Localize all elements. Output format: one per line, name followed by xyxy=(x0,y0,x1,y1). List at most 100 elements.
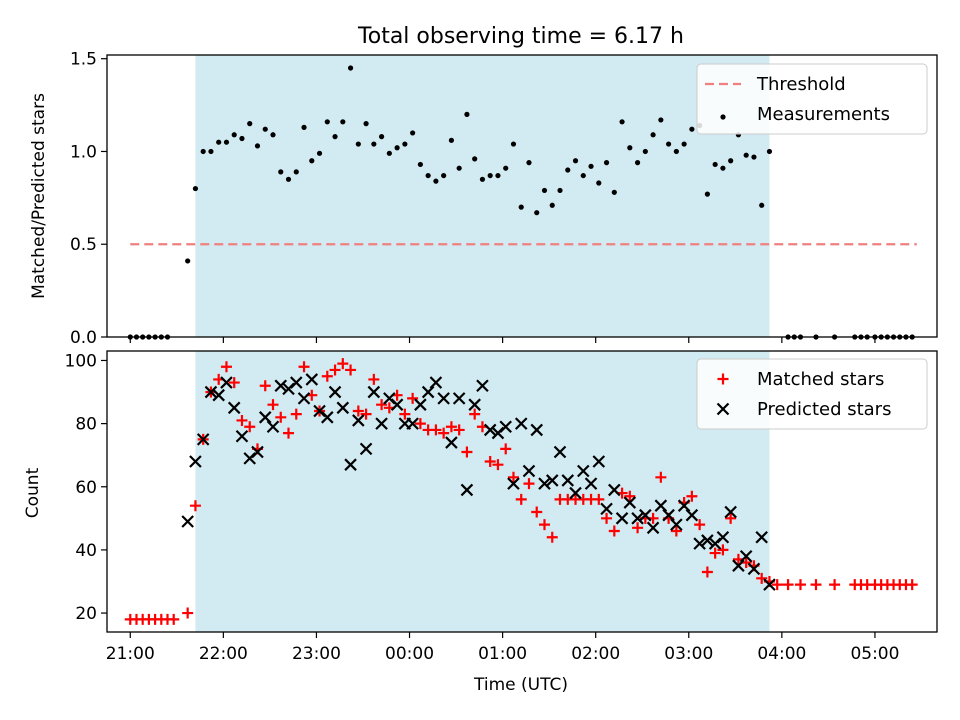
bottom-x-tick-label: 23:00 xyxy=(292,644,341,664)
top-measurement-point xyxy=(549,202,555,208)
bottom-matched-point xyxy=(538,519,550,531)
top-measurement-point xyxy=(208,148,214,155)
top-y-tick-label: 0.5 xyxy=(70,235,97,255)
top-measurement-point xyxy=(340,119,346,125)
bottom-legend-label: Predicted stars xyxy=(757,399,891,420)
bottom-predicted-point xyxy=(289,376,303,389)
bottom-predicted-point xyxy=(623,496,637,509)
top-panel: 0.0 0.5 1.0 1.5 Threshold Measurements xyxy=(70,50,938,348)
bottom-x-tick-label: 01:00 xyxy=(478,644,527,664)
bottom-predicted-point xyxy=(538,477,551,490)
bottom-predicted-point xyxy=(608,483,621,497)
top-measurement-point xyxy=(472,156,478,162)
bottom-predicted-point xyxy=(352,414,365,427)
bottom-matched-point xyxy=(298,361,310,373)
bottom-predicted-point xyxy=(189,455,202,468)
bottom-predicted-point xyxy=(328,385,342,399)
top-measurement-point xyxy=(456,165,462,171)
top-measurement-point xyxy=(704,191,710,197)
bottom-matched-point xyxy=(709,547,721,559)
top-measurement-point xyxy=(464,111,470,117)
bottom-predicted-point xyxy=(414,398,427,411)
bottom-predicted-point xyxy=(274,379,288,393)
bottom-predicted-point xyxy=(569,486,582,500)
top-measurement-point xyxy=(285,176,292,182)
bottom-predicted-point xyxy=(763,578,776,591)
bottom-predicted-point xyxy=(577,464,590,478)
bottom-panel: 20 40 60 80 100 21:00 22:00 23:00 00:00 01:00 02:0… xyxy=(65,350,938,664)
bottom-predicted-point xyxy=(670,518,683,531)
bottom-predicted-point xyxy=(344,458,357,471)
top-measurement-point xyxy=(743,152,749,158)
bottom-matched-point xyxy=(337,358,349,370)
bottom-predicted-point xyxy=(732,559,745,572)
top-measurement-point xyxy=(479,176,486,182)
top-measurement-point xyxy=(487,172,493,179)
bottom-predicted-point xyxy=(615,512,629,525)
bottom-matched-point xyxy=(228,377,240,389)
bottom-matched-point xyxy=(430,424,442,436)
bottom-matched-point xyxy=(259,380,271,392)
bottom-matched-point xyxy=(725,512,737,524)
top-measurement-point xyxy=(324,119,330,125)
bottom-matched-point xyxy=(500,443,512,455)
bottom-matched-point xyxy=(453,424,465,436)
bottom-series xyxy=(181,373,776,591)
bottom-matched-point xyxy=(438,427,450,439)
bottom-predicted-point xyxy=(406,417,419,430)
top-measurement-point xyxy=(223,139,230,145)
bottom-predicted-point xyxy=(452,392,466,405)
top-measurement-point xyxy=(185,258,191,264)
top-measurement-point xyxy=(495,172,501,179)
bottom-matched-point xyxy=(608,525,620,537)
top-measurement-point xyxy=(262,126,268,132)
top-legend-box xyxy=(696,63,928,135)
bottom-predicted-point xyxy=(321,411,334,424)
bottom-predicted-point xyxy=(220,376,233,389)
bottom-y-tick-label: 100 xyxy=(65,351,97,371)
bottom-matched-point xyxy=(399,408,411,420)
top-measurement-point xyxy=(301,124,307,130)
bottom-matched-point xyxy=(182,607,194,619)
bottom-x-tick-label: 00:00 xyxy=(385,644,434,664)
top-measurement-point xyxy=(278,169,284,175)
top-measurement-point xyxy=(759,202,765,208)
bottom-predicted-point xyxy=(592,455,606,468)
bottom-predicted-point xyxy=(468,398,481,411)
top-measurement-point xyxy=(332,134,338,140)
bottom-predicted-point xyxy=(266,420,280,434)
bottom-matched-point xyxy=(407,392,419,404)
top-measurement-point xyxy=(192,185,199,192)
bottom-matched-point xyxy=(829,579,841,591)
bottom-matched-point xyxy=(507,471,519,483)
bottom-matched-point xyxy=(771,579,783,591)
bottom-predicted-point xyxy=(204,385,218,399)
bottom-predicted-point xyxy=(375,417,388,430)
bottom-y-tick-label: 40 xyxy=(75,541,97,561)
top-measurement-point xyxy=(394,145,400,151)
bottom-predicted-point xyxy=(297,392,311,405)
bottom-predicted-point xyxy=(545,474,559,487)
bottom-matched-point xyxy=(244,421,256,433)
bottom-predicted-point xyxy=(227,401,241,415)
bottom-predicted-point xyxy=(305,373,319,386)
bottom-predicted-point xyxy=(677,499,691,512)
top-axes-frame xyxy=(106,54,938,338)
bottom-predicted-point xyxy=(507,477,520,490)
top-measurement-point xyxy=(557,187,563,194)
bottom-matched-point xyxy=(810,579,822,591)
bottom-legend-box xyxy=(696,358,928,430)
bottom-matched-point xyxy=(267,399,279,411)
top-measurement-point xyxy=(751,154,757,160)
bottom-predicted-point xyxy=(600,502,613,516)
bottom-predicted-point xyxy=(631,512,644,525)
bottom-predicted-point xyxy=(429,376,443,389)
top-measurement-point xyxy=(254,143,261,149)
bottom-legend-predicted-marker xyxy=(716,402,730,416)
bottom-y-tick-label: 60 xyxy=(75,478,97,498)
bottom-predicted-point xyxy=(685,508,699,522)
bottom-matched-point xyxy=(624,490,636,502)
top-measurement-point xyxy=(541,187,548,194)
bottom-predicted-point xyxy=(390,398,404,411)
bottom-predicted-point xyxy=(584,477,598,490)
